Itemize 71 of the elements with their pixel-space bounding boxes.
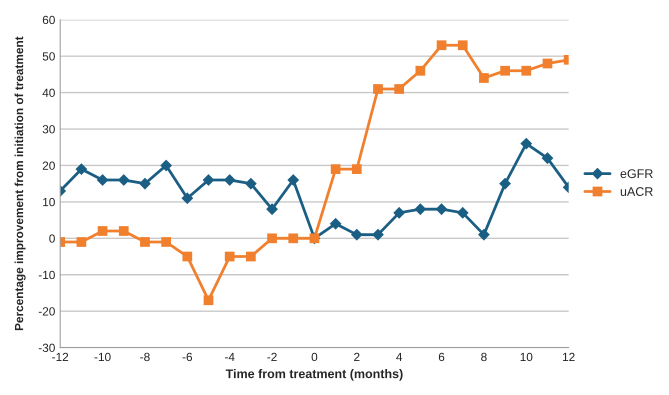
point (204, 295, 214, 306)
point (372, 228, 384, 241)
x-axis-title: Time from treatment (months) (226, 369, 403, 381)
x-tick-label: -6 (182, 352, 192, 362)
point (542, 152, 554, 164)
y-tick-label: 10 (43, 198, 55, 206)
point (244, 178, 257, 190)
x-tick-label: 6 (438, 352, 444, 362)
point (479, 73, 489, 83)
point (267, 233, 277, 244)
x-tick-label: 2 (354, 352, 360, 362)
point (182, 252, 192, 262)
point (521, 66, 532, 76)
point (287, 174, 300, 186)
point (350, 228, 363, 241)
point (224, 252, 235, 262)
point (436, 203, 448, 216)
point (520, 138, 532, 150)
y-tick-label: 30 (42, 125, 55, 134)
point (330, 218, 342, 230)
y-tick-label: 0 (49, 234, 55, 243)
point (499, 178, 511, 190)
x-tick-label: -8 (140, 352, 150, 362)
point (76, 237, 86, 247)
point (330, 164, 340, 174)
y-tick-label: 50 (42, 52, 55, 61)
point (98, 226, 108, 236)
point (266, 203, 278, 216)
y-axis-title: Percentage improvement from initiation of treatment (14, 36, 26, 330)
legend-label: eGFR (620, 169, 653, 178)
y-tick-label: 40 (42, 88, 55, 97)
point (393, 206, 406, 219)
point (478, 228, 490, 241)
point (373, 84, 383, 94)
point (458, 40, 468, 50)
legend-label: uACR (620, 187, 653, 196)
point (96, 174, 108, 186)
point (414, 203, 426, 216)
point (394, 84, 404, 94)
point (161, 237, 171, 247)
point (500, 66, 510, 76)
point (415, 66, 426, 76)
point (436, 40, 446, 50)
point (76, 163, 88, 175)
x-tick-label: -2 (267, 352, 277, 362)
x-tick-label: 12 (562, 352, 575, 362)
x-tick-label: 4 (396, 352, 402, 362)
x-tick-label: 0 (312, 352, 318, 362)
y-tick-label: 20 (42, 161, 55, 170)
x-tick-label: -10 (94, 352, 111, 362)
y-tick-label: -10 (38, 270, 55, 280)
point (160, 160, 172, 172)
x-tick-label: 8 (481, 352, 487, 362)
point (246, 252, 256, 262)
point (139, 178, 151, 190)
x-tick-label: -4 (224, 352, 235, 362)
point (202, 174, 214, 186)
point (181, 192, 194, 204)
x-tick-label: 10 (520, 352, 532, 362)
point (288, 233, 298, 244)
y-tick-label: -20 (38, 307, 55, 316)
point (118, 174, 130, 186)
x-tick-label: -12 (52, 352, 68, 362)
point (118, 226, 129, 236)
point (140, 237, 150, 247)
y-tick-label: -30 (38, 344, 55, 352)
y-tick-label: 60 (42, 16, 55, 24)
point (542, 58, 552, 68)
point (224, 174, 236, 186)
point (352, 164, 362, 174)
point (456, 206, 469, 219)
